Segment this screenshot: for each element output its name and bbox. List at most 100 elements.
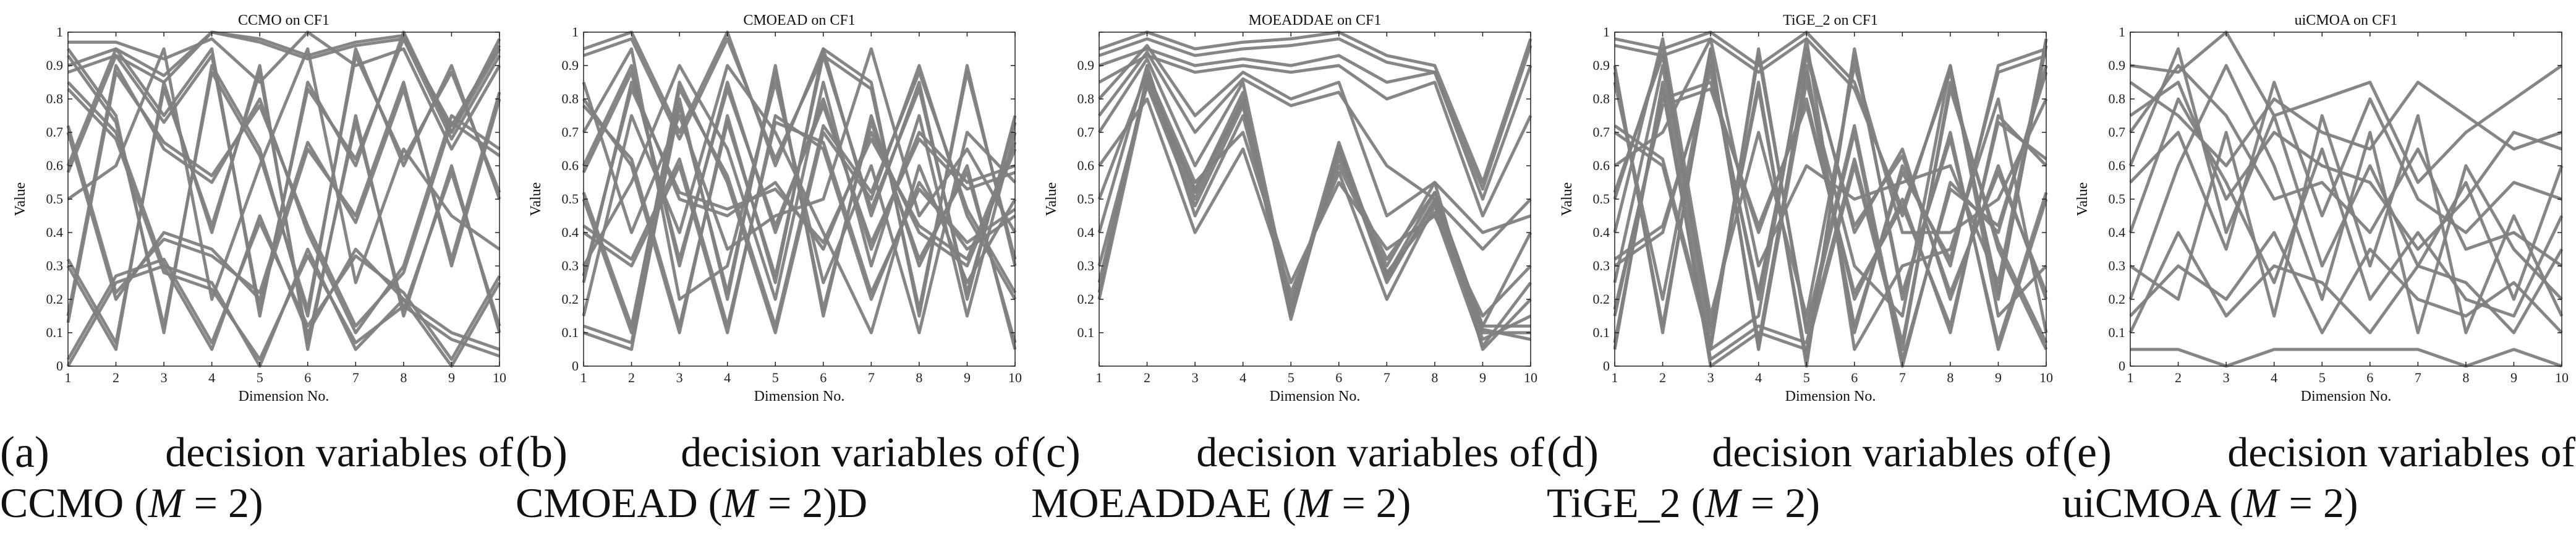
y-tick-label: 0 xyxy=(2119,358,2125,374)
x-tick-label: 6 xyxy=(2366,370,2373,385)
series-line-6 xyxy=(2128,64,2563,268)
caption-method: MOEADDAE ( xyxy=(1031,479,1296,526)
x-tick-label: 8 xyxy=(1947,370,1953,385)
series-line-12 xyxy=(582,87,1017,276)
y-tick-label: 0.2 xyxy=(562,291,579,307)
caption-a: (a) decision variables of CCMO (M = 2) xyxy=(0,427,513,528)
x-tick-label: 2 xyxy=(113,370,119,385)
caption-b: (b) decision variables of CMOEAD (M = 2)… xyxy=(516,427,1029,528)
series-line-18 xyxy=(1613,37,2048,351)
series-line-12 xyxy=(1613,54,2048,361)
x-tick-label: 3 xyxy=(1192,370,1199,385)
caption-tail: = 2) xyxy=(1331,479,1411,526)
y-tick-label: 0.6 xyxy=(1078,158,1095,173)
x-tick-label: 7 xyxy=(1384,370,1390,385)
y-tick-label: 0.8 xyxy=(1593,91,1610,106)
x-axis-label: Dimension No. xyxy=(754,388,845,404)
y-tick-label: 0.1 xyxy=(562,325,579,340)
x-tick-label: 1 xyxy=(2127,370,2134,385)
series-line-10 xyxy=(1613,54,2048,294)
x-tick-label: 9 xyxy=(2510,370,2517,385)
x-tick-label: 3 xyxy=(676,370,683,385)
series-line-4 xyxy=(2130,348,2562,368)
x-tick-label: 7 xyxy=(2415,370,2421,385)
caption-c: (c) decision variables of MOEADDAE (M = … xyxy=(1031,427,1544,528)
x-tick-label: 3 xyxy=(2223,370,2230,385)
x-tick-label: 1 xyxy=(1612,370,1618,385)
series-line-4 xyxy=(67,88,500,361)
x-tick-label: 10 xyxy=(2555,370,2569,385)
y-tick-label: 0.1 xyxy=(2109,325,2126,340)
series-group xyxy=(66,30,501,368)
series-line-9 xyxy=(2129,80,2562,251)
x-tick-label: 2 xyxy=(628,370,635,385)
x-axis-label: Dimension No. xyxy=(2301,388,2392,404)
caption-label: (b) xyxy=(516,427,567,477)
y-tick-label: 0.9 xyxy=(46,58,64,73)
x-tick-label: 7 xyxy=(1899,370,1906,385)
y-tick-label: 0.8 xyxy=(46,91,64,106)
y-axis-label: Value xyxy=(2075,182,2091,216)
x-tick-label: 7 xyxy=(352,370,359,385)
caption-label: (c) xyxy=(1031,427,1081,477)
caption-math: M xyxy=(148,479,184,526)
x-tick-label: 6 xyxy=(304,370,311,385)
x-tick-label: 2 xyxy=(2175,370,2182,385)
y-tick-label: 1 xyxy=(56,24,63,40)
series-line-3 xyxy=(1099,47,1532,201)
series-group xyxy=(1613,30,2048,368)
caption-method: uiCMOA ( xyxy=(2062,479,2243,526)
x-tick-label: 6 xyxy=(820,370,827,385)
x-tick-label: 6 xyxy=(1335,370,1342,385)
y-tick-label: 0.2 xyxy=(1078,291,1095,307)
y-tick-label: 0.7 xyxy=(2109,124,2126,140)
y-tick-label: 0 xyxy=(572,358,579,374)
series-line-2 xyxy=(67,30,501,141)
x-tick-label: 2 xyxy=(1144,370,1150,385)
series-group xyxy=(2128,30,2564,368)
caption-line1: decision variables of xyxy=(1196,429,1544,476)
series-line-10 xyxy=(582,54,1017,328)
x-tick-label: 9 xyxy=(964,370,971,385)
y-tick-label: 0.9 xyxy=(2109,58,2126,73)
y-tick-label: 0.8 xyxy=(1078,91,1095,106)
y-tick-label: 0.7 xyxy=(562,124,579,140)
chart-e: 0 0.1 0.2 0.3 0.4 0.5 0.6 0.7 0.8 0.9 1 1 2 3 4 5 6 7 8 9 10… xyxy=(2075,12,2569,404)
x-axis-label: Dimension No. xyxy=(1270,388,1361,404)
y-tick-label: 0.1 xyxy=(1078,325,1095,340)
x-tick-label: 4 xyxy=(1239,370,1246,385)
caption-math: M xyxy=(722,479,757,526)
caption-line1: decision variables of xyxy=(681,429,1029,476)
caption-line1: decision variables of xyxy=(1712,429,2060,476)
series-line-12 xyxy=(2129,114,2564,335)
caption-tail: = 2) xyxy=(2278,479,2358,526)
x-tick-label: 9 xyxy=(1995,370,2002,385)
series-line-2 xyxy=(1614,37,2048,294)
x-tick-label: 5 xyxy=(257,370,263,385)
x-tick-label: 5 xyxy=(1288,370,1294,385)
series-line-4 xyxy=(1098,54,1532,218)
x-tick-label: 10 xyxy=(1008,370,1022,385)
y-tick-label: 0 xyxy=(1603,358,1610,374)
chart-d: 0 0.1 0.2 0.3 0.4 0.5 0.6 0.7 0.8 0.9 1 1 2 3 4 5 6 7 8 9 10… xyxy=(1559,12,2053,404)
y-tick-label: 0.2 xyxy=(2109,291,2126,307)
caption-method: TiGE_2 ( xyxy=(1547,479,1706,526)
series-line-18 xyxy=(582,64,1017,335)
x-tick-label: 4 xyxy=(1755,370,1762,385)
y-tick-label: 0.1 xyxy=(1593,325,1610,340)
series-line-13 xyxy=(1098,50,1532,251)
y-axis-label: Value xyxy=(1044,182,1060,216)
y-axis-label: Value xyxy=(1559,182,1575,216)
y-tick-label: 0.4 xyxy=(1593,224,1610,240)
y-tick-label: 0.9 xyxy=(1593,58,1610,73)
y-tick-label: 0.6 xyxy=(1593,158,1610,173)
series-group xyxy=(1097,30,1532,351)
x-tick-label: 4 xyxy=(724,370,731,385)
x-tick-label: 1 xyxy=(65,370,72,385)
x-tick-label: 10 xyxy=(2039,370,2053,385)
series-line-14 xyxy=(1097,77,1531,341)
x-tick-label: 9 xyxy=(1479,370,1486,385)
x-tick-label: 8 xyxy=(400,370,407,385)
y-tick-label: 0.8 xyxy=(2109,91,2126,106)
x-tick-label: 4 xyxy=(2271,370,2277,385)
